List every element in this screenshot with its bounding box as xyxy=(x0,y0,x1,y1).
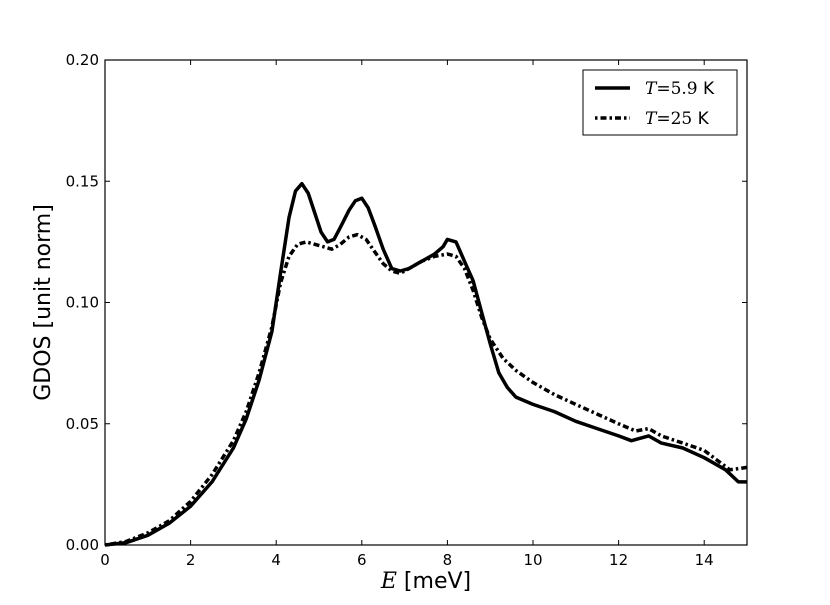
x-tick-label: 2 xyxy=(186,551,196,569)
x-tick-label: 4 xyxy=(271,551,281,569)
legend-label-25k-var: T xyxy=(645,109,658,129)
legend-label-5-9k-value: =5.9 xyxy=(656,79,697,99)
x-tick-label: 14 xyxy=(695,551,714,569)
y-axis-ticks: 0.00 0.05 0.10 0.15 0.20 xyxy=(66,51,747,554)
y-axis-label: GDOS [unit norm] xyxy=(31,204,56,401)
x-tick-label: 8 xyxy=(443,551,453,569)
y-tick-label: 0.15 xyxy=(66,172,99,190)
legend-label-25k-value: =25 xyxy=(656,109,692,129)
legend-label-25k-unit: K xyxy=(692,109,709,129)
series-layer xyxy=(104,181,748,547)
x-tick-label: 6 xyxy=(357,551,367,569)
legend-box xyxy=(582,69,738,136)
y-tick-label: 0.05 xyxy=(66,415,99,433)
series-line-solid xyxy=(104,181,747,547)
series-line-dashdot xyxy=(104,232,748,547)
y-tick-label: 0.10 xyxy=(66,294,99,312)
x-tick-label: 10 xyxy=(523,551,542,569)
x-axis-ticks: 0 2 4 6 8 10 12 14 xyxy=(100,60,714,569)
x-axis-label-unit: [meV] xyxy=(397,569,471,594)
legend-label-25k: T=25 K xyxy=(645,109,710,129)
legend: T=5.9 K T=25 K xyxy=(582,69,738,136)
x-axis-label: E [meV] xyxy=(380,569,471,594)
legend-label-5-9k-unit: K xyxy=(698,79,715,99)
y-tick-label: 0.00 xyxy=(66,536,99,554)
legend-label-5-9k: T=5.9 K xyxy=(645,79,715,99)
legend-label-5-9k-var: T xyxy=(645,79,658,99)
x-tick-label: 12 xyxy=(609,551,628,569)
x-axis-label-variable: E xyxy=(380,569,397,594)
x-tick-label: 0 xyxy=(100,551,110,569)
y-tick-label: 0.20 xyxy=(66,51,99,69)
